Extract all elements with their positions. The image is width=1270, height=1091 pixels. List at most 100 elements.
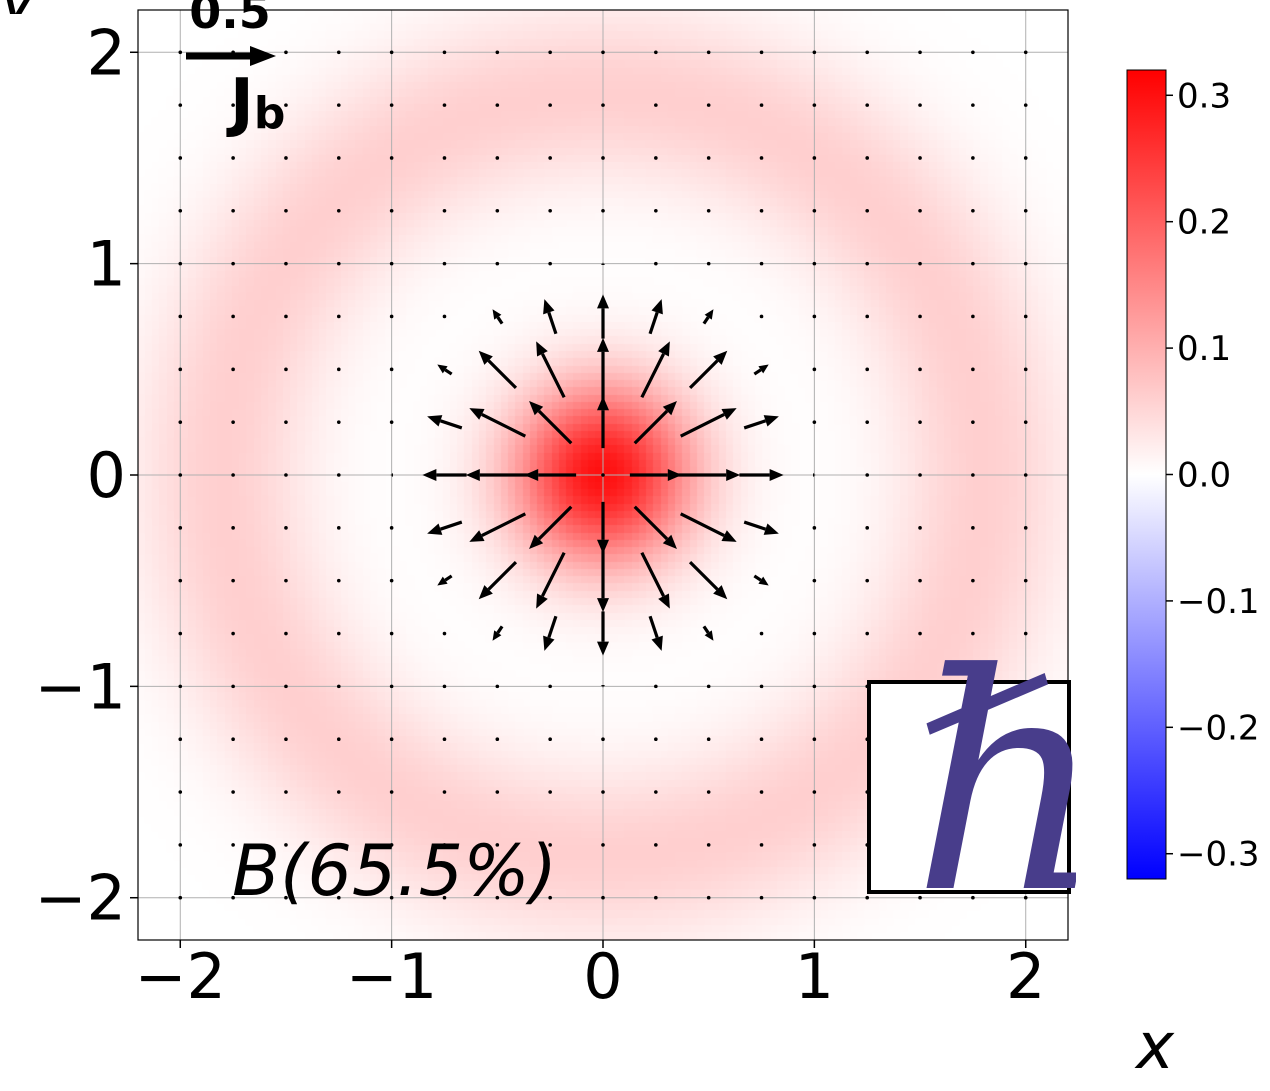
quiver-dot — [336, 420, 341, 424]
quiver-dot — [389, 790, 394, 794]
quiver-dot — [918, 103, 922, 107]
quiver-dot — [706, 261, 711, 266]
quiver-arrow — [536, 551, 566, 609]
quiver-dot — [442, 156, 447, 160]
quiver-dot — [812, 684, 817, 689]
quiver-dot — [918, 156, 922, 160]
quiver-dot — [231, 843, 235, 847]
x-tick-label: 1 — [795, 940, 834, 1013]
quiver-dot — [442, 631, 447, 636]
quiver-dot — [442, 895, 447, 900]
quiver-dot — [1023, 578, 1028, 583]
quiver-dot — [336, 843, 341, 847]
quiver-dot — [706, 50, 711, 55]
quiver-dot — [389, 261, 394, 266]
quiver-dot — [389, 526, 394, 530]
quiver-dot — [284, 314, 288, 319]
quiver-dot — [389, 631, 394, 636]
quiver-dot — [812, 843, 817, 847]
quiver-dot — [1023, 103, 1028, 107]
quiver-dot — [759, 843, 764, 847]
quiver-key-arrow-head — [250, 46, 276, 66]
quiver-dot — [1023, 631, 1028, 636]
quiver-arrow — [478, 350, 518, 390]
quiver-dot — [971, 526, 975, 530]
quiver-arrow — [478, 560, 518, 600]
quiver-arrow — [543, 615, 558, 651]
quiver-dot — [1023, 367, 1028, 372]
quiver-dot — [231, 208, 235, 213]
quiver-dot — [971, 261, 975, 266]
quiver-dot — [231, 631, 235, 636]
quiver-dot — [389, 420, 394, 424]
quiver-dot — [389, 684, 394, 689]
colorbar-tick-label: 0.0 — [1177, 456, 1231, 496]
quiver-arrow — [597, 501, 609, 554]
quiver-dot — [178, 367, 183, 372]
quiver-arrow — [437, 574, 453, 586]
quiver-dot — [706, 684, 711, 689]
quiver-arrow — [648, 615, 663, 651]
quiver-dot — [759, 50, 764, 55]
quiver-arrow — [543, 299, 558, 335]
quiver-dot — [706, 790, 711, 794]
quiver-dot — [442, 737, 447, 742]
quiver-dot — [706, 208, 711, 213]
quiver-arrow — [640, 551, 670, 609]
quiver-dot — [759, 631, 764, 636]
quiver-key: 0.5 Jb — [186, 0, 285, 140]
quiver-dot — [336, 895, 341, 900]
quiver-dot — [971, 578, 975, 583]
quiver-dot — [178, 684, 183, 689]
quiver-arrow — [679, 512, 737, 542]
quiver-arrow — [390, 473, 393, 477]
quiver-dot — [601, 737, 605, 742]
quiver-dot — [812, 103, 817, 107]
quiver-dot — [495, 684, 500, 689]
quiver-dot — [812, 578, 817, 583]
quiver-dot — [231, 367, 235, 372]
quiver-arrow — [679, 408, 737, 438]
quiver-arrow — [597, 396, 609, 449]
quiver-dot — [812, 895, 817, 900]
quiver-dot — [178, 50, 183, 55]
quiver-dot — [865, 526, 870, 530]
quiver-dot — [812, 737, 817, 742]
hbar-symbol: ℏ — [912, 610, 1105, 959]
quiver-dot — [759, 261, 764, 266]
quiver-dot — [918, 314, 922, 319]
x-tick-label: −2 — [135, 940, 226, 1013]
y-tick-label: 1 — [87, 228, 126, 301]
quiver-arrow — [427, 415, 463, 430]
quiver-dot — [918, 261, 922, 266]
quiver-dot — [178, 526, 183, 530]
quiver-arrow — [688, 560, 728, 600]
quiver-dot — [231, 526, 235, 530]
quiver-dot — [1023, 261, 1028, 266]
quiver-dot — [284, 631, 288, 636]
quiver-arrow — [427, 520, 463, 535]
quiver-dot — [442, 684, 447, 689]
quiver-dot — [759, 684, 764, 689]
y-axis-ticks: −2 −1 0 1 2 — [35, 16, 138, 935]
quiver-arrow — [469, 512, 527, 542]
quiver-dot — [231, 737, 235, 742]
quiver-dot — [178, 261, 183, 266]
quiver-dot — [601, 790, 605, 794]
quiver-dot — [1023, 473, 1028, 477]
quiver-arrow — [677, 469, 741, 481]
quiver-dot — [336, 526, 341, 530]
quiver-dot — [654, 684, 658, 689]
quiver-arrow — [597, 337, 609, 401]
quiver-key-label: Jb — [226, 66, 285, 140]
quiver-dot — [706, 737, 711, 742]
quiver-dot — [865, 367, 870, 372]
quiver-dot — [442, 261, 447, 266]
quiver-dot — [918, 578, 922, 583]
quiver-dot — [706, 156, 711, 160]
quiver-dot — [865, 261, 870, 266]
quiver-dot — [178, 156, 183, 160]
quiver-dot — [971, 208, 975, 213]
